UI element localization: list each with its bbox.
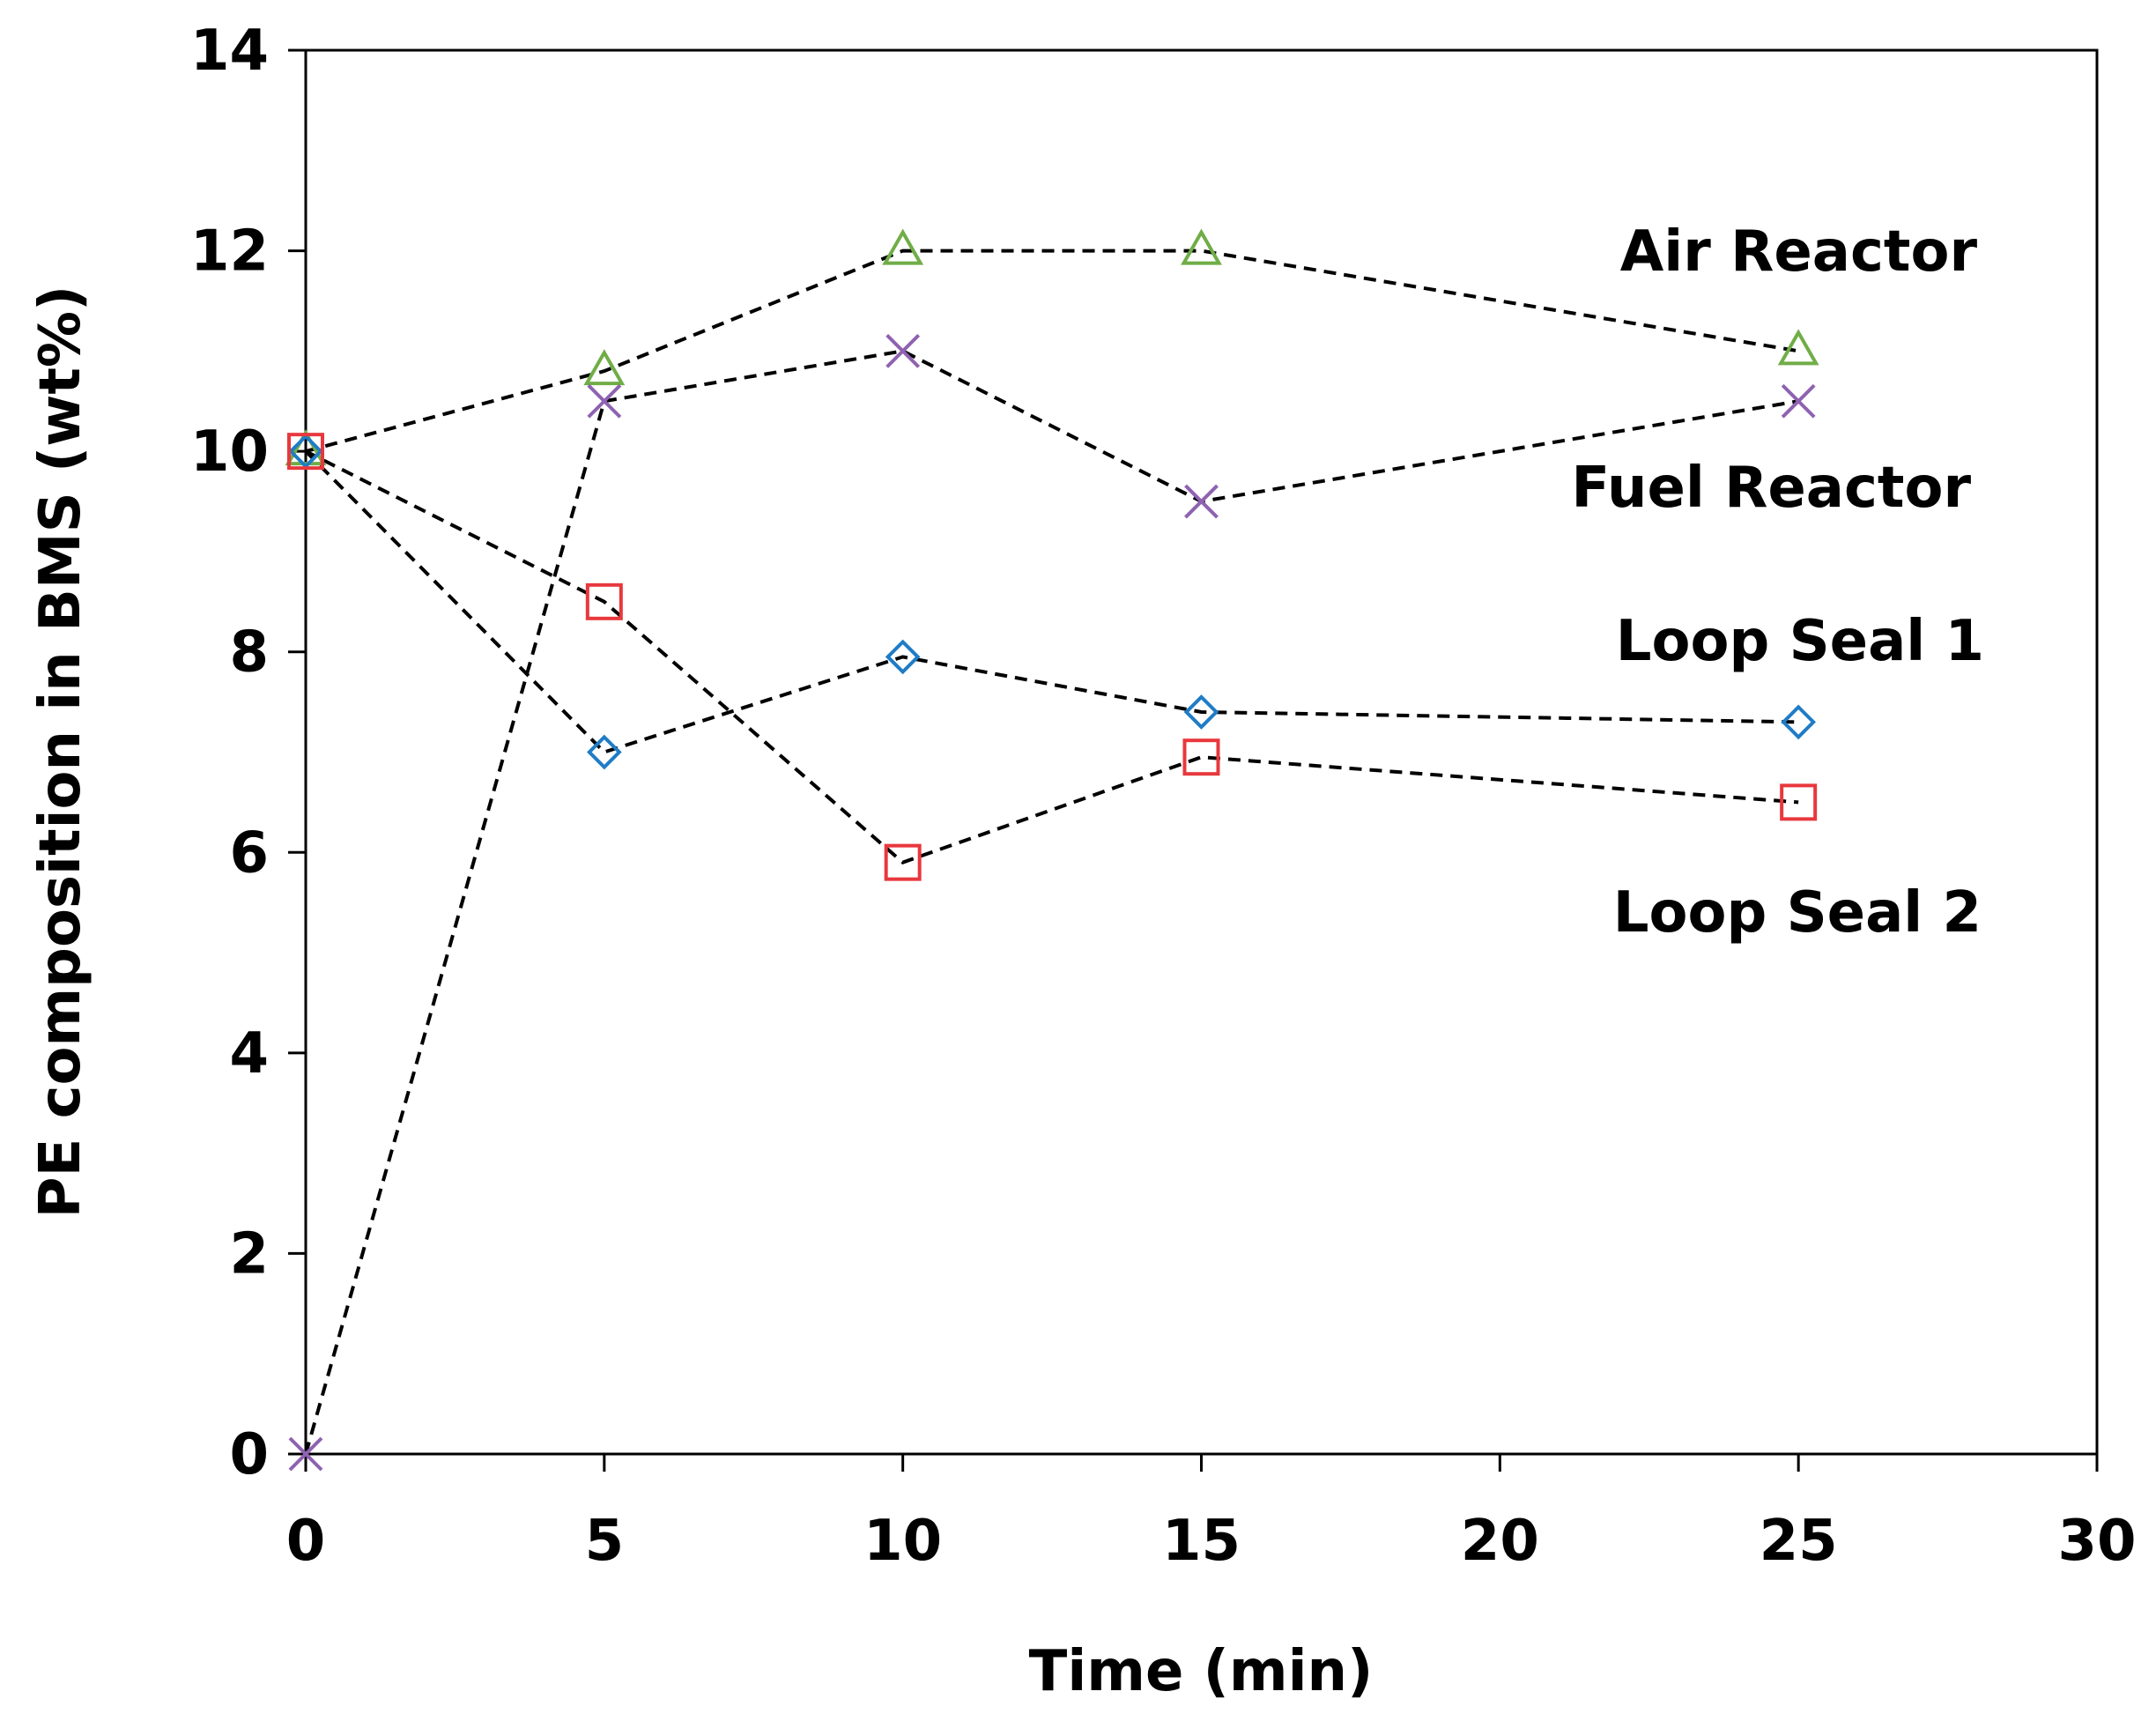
data-point-loop-seal-1 [1183,694,1219,730]
series-line-loop-seal-2 [305,449,1799,864]
data-point-loop-seal-2 [585,582,623,620]
data-point-fuel-reactor [587,383,622,419]
series-line-fuel-reactor [304,349,1799,1455]
y-axis-title: PE composition in BMS (wt%) [28,286,93,1219]
series-line-loop-seal-1 [304,449,1799,754]
data-point-air-reactor [1777,329,1819,366]
x-tick-label: 20 [1461,1509,1539,1574]
y-tick-label: 8 [229,620,269,686]
series-label-air-reactor: Air Reactor [1620,219,1978,285]
series-markers [285,228,1819,1472]
series-label-fuel-reactor: Fuel Reactor [1571,456,1971,521]
data-point-fuel-reactor [885,333,921,368]
y-tick-label: 10 [190,419,269,485]
data-point-loop-seal-1 [1781,704,1816,740]
x-tick-label: 5 [585,1509,625,1574]
data-point-loop-seal-2 [1182,738,1220,776]
data-point-loop-seal-2 [1780,783,1818,821]
data-point-fuel-reactor [1781,383,1816,419]
series-lines [304,249,1799,1455]
data-point-loop-seal-1 [587,734,622,770]
series-line-air-reactor [305,249,1799,454]
x-axis: 0 5 10 15 20 25 30 [286,1454,2137,1574]
series-label-loop-seal-1: Loop Seal 1 [1616,609,1984,674]
series-label-loop-seal-2: Loop Seal 2 [1613,880,1982,946]
data-point-fuel-reactor [1184,484,1219,519]
data-point-fuel-reactor [288,1436,323,1472]
x-tick-label: 15 [1162,1509,1241,1574]
x-tick-label: 0 [286,1509,326,1574]
y-tick-label: 0 [229,1422,269,1487]
data-point-air-reactor [1181,228,1222,265]
y-tick-label: 6 [229,820,269,886]
series-labels: Air Reactor Fuel Reactor Loop Seal 1 Loop S… [1571,219,1984,946]
data-point-air-reactor [583,349,626,386]
y-tick-label: 12 [190,219,269,285]
x-tick-label: 30 [2057,1509,2136,1574]
y-axis: 0 2 4 6 8 10 12 14 [190,19,306,1487]
x-tick-label: 10 [863,1509,942,1574]
y-tick-label: 4 [229,1021,269,1087]
y-tick-label: 14 [190,19,269,84]
data-point-air-reactor [882,228,924,265]
x-axis-title: Time (min) [1029,1639,1374,1704]
data-point-air-reactor [285,429,327,466]
data-point-loop-seal-2 [287,433,324,471]
x-tick-label: 25 [1760,1509,1838,1574]
y-tick-label: 2 [229,1221,269,1287]
data-point-loop-seal-1 [885,639,921,675]
data-point-loop-seal-2 [884,843,922,881]
